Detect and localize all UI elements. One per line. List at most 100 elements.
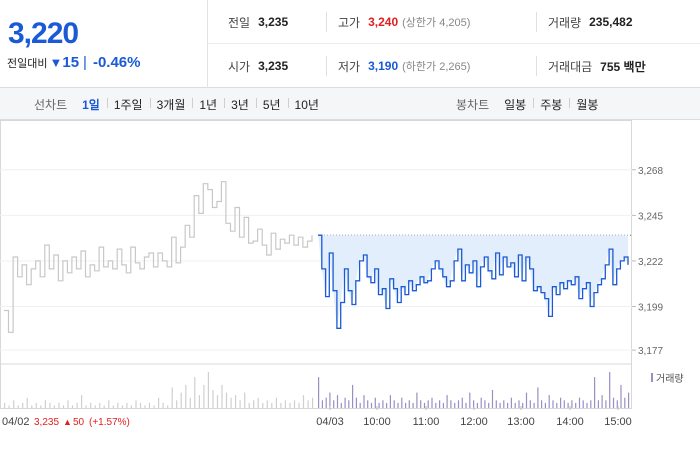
volume-bar (446, 395, 448, 408)
volume-bar (135, 400, 137, 408)
volume-bar (374, 397, 376, 408)
volume-bar (601, 395, 603, 408)
volume-bar (348, 400, 350, 408)
volume-bar (62, 405, 65, 408)
volume-bar (465, 402, 467, 408)
volume-bar (416, 392, 418, 408)
volume-bar (476, 402, 478, 408)
volume-bar (597, 400, 599, 408)
volume-bar (469, 392, 471, 408)
volume-bar (275, 397, 277, 408)
volume-bar (180, 392, 182, 408)
volume-bar (85, 405, 87, 408)
volume-bar (212, 390, 214, 408)
volume-bar (81, 395, 83, 408)
volume-bar (344, 397, 346, 408)
price-area-fill (318, 235, 628, 329)
x-tick-label: 14:00 (556, 416, 584, 428)
divider (326, 12, 327, 32)
line-chart-tabs: 선차트 1일 1주일 3개월 1년 3년 5년 10년 (34, 88, 326, 120)
volume-bar (450, 400, 452, 408)
lower-limit: (하한가 2,265) (402, 61, 471, 73)
volume-bar (312, 397, 314, 408)
volume-bar (488, 402, 490, 408)
volume-bar (266, 400, 268, 408)
tab-5y[interactable]: 5년 (255, 96, 288, 113)
down-arrow-icon: ▼ (49, 55, 63, 70)
volume-bar (244, 392, 246, 408)
volume-bar (340, 402, 342, 408)
volume-bar (235, 395, 237, 408)
volume-bar (401, 397, 403, 408)
volume-bar (435, 402, 437, 408)
volume-bar (144, 405, 146, 408)
volume-bar (567, 402, 569, 408)
volume-bar (427, 400, 429, 408)
stats-row-2: 시가 3,235 저가 3,190 (하한가 2,265) 거래대금 755 백… (208, 44, 700, 88)
volume-bar (507, 402, 509, 408)
y-tick-label: 3,245 (638, 211, 663, 222)
tab-1w[interactable]: 1주일 (106, 96, 150, 113)
volume-bar (230, 397, 232, 408)
plot-frame (0, 120, 632, 409)
volume-bar (17, 405, 19, 408)
volume-bar (495, 400, 497, 408)
volume-bar (325, 397, 327, 408)
stat-value: 755 백만 (600, 59, 646, 74)
volume-bar (13, 400, 15, 408)
volume-bar (253, 400, 255, 408)
volume-bar (544, 402, 546, 408)
tab-weekly[interactable]: 주봉 (533, 96, 569, 113)
volume-bar (439, 400, 441, 408)
volume-bar (203, 384, 205, 408)
volume-bar (537, 387, 539, 408)
volume-bar (382, 400, 384, 408)
tab-monthly[interactable]: 월봉 (569, 96, 605, 113)
volume-bar (389, 395, 391, 408)
tab-3m[interactable]: 3개월 (149, 96, 193, 113)
volume-bar (94, 405, 96, 408)
tab-1y[interactable]: 1년 (192, 96, 224, 113)
volume-bar (420, 400, 422, 408)
current-price: 3,220 (8, 17, 79, 50)
volume-bar (510, 397, 512, 408)
change-separator: | (83, 54, 87, 71)
volume-bar (480, 397, 482, 408)
volume-bar (194, 377, 196, 408)
volume-bar (35, 402, 37, 408)
volume-bar (4, 402, 6, 408)
tab-daily[interactable]: 일봉 (504, 97, 527, 112)
volume-bar (76, 402, 78, 408)
volume-bar (225, 392, 228, 408)
volume-bar (620, 384, 622, 408)
volume-bar (162, 402, 164, 408)
tab-3y[interactable]: 3년 (224, 96, 256, 113)
volume-bar (271, 402, 273, 408)
volume-bar (90, 402, 92, 408)
volume-bar (221, 384, 223, 408)
volume-bar (529, 400, 531, 408)
volume-bar (293, 400, 296, 408)
volume-bar (148, 402, 151, 408)
y-tick-label: 3,177 (638, 346, 663, 357)
volume-bar (289, 402, 291, 408)
y-tick-label: 3,268 (638, 166, 663, 177)
volume-bar (454, 402, 456, 408)
tab-1d[interactable]: 1일 (82, 97, 100, 112)
volume-bar (560, 397, 562, 408)
volume-bar (207, 372, 209, 408)
volume-bar (431, 397, 433, 408)
volume-bar (239, 400, 241, 408)
volume-bar (49, 402, 51, 408)
price-box: 3,220 전일대비 ▼ 15 | -0.46% (0, 0, 208, 88)
volume-bar (412, 402, 414, 408)
volume-bar (185, 384, 187, 408)
stat-low: 저가 3,190 (하한가 2,265) (338, 44, 470, 88)
tab-10y[interactable]: 10년 (287, 96, 326, 113)
volume-bar (423, 402, 426, 408)
up-arrow-icon: ▲ (63, 417, 72, 427)
volume-bar (171, 387, 173, 408)
volume-bar (491, 390, 494, 408)
volume-bar (408, 400, 410, 408)
volume-bar (99, 402, 101, 408)
